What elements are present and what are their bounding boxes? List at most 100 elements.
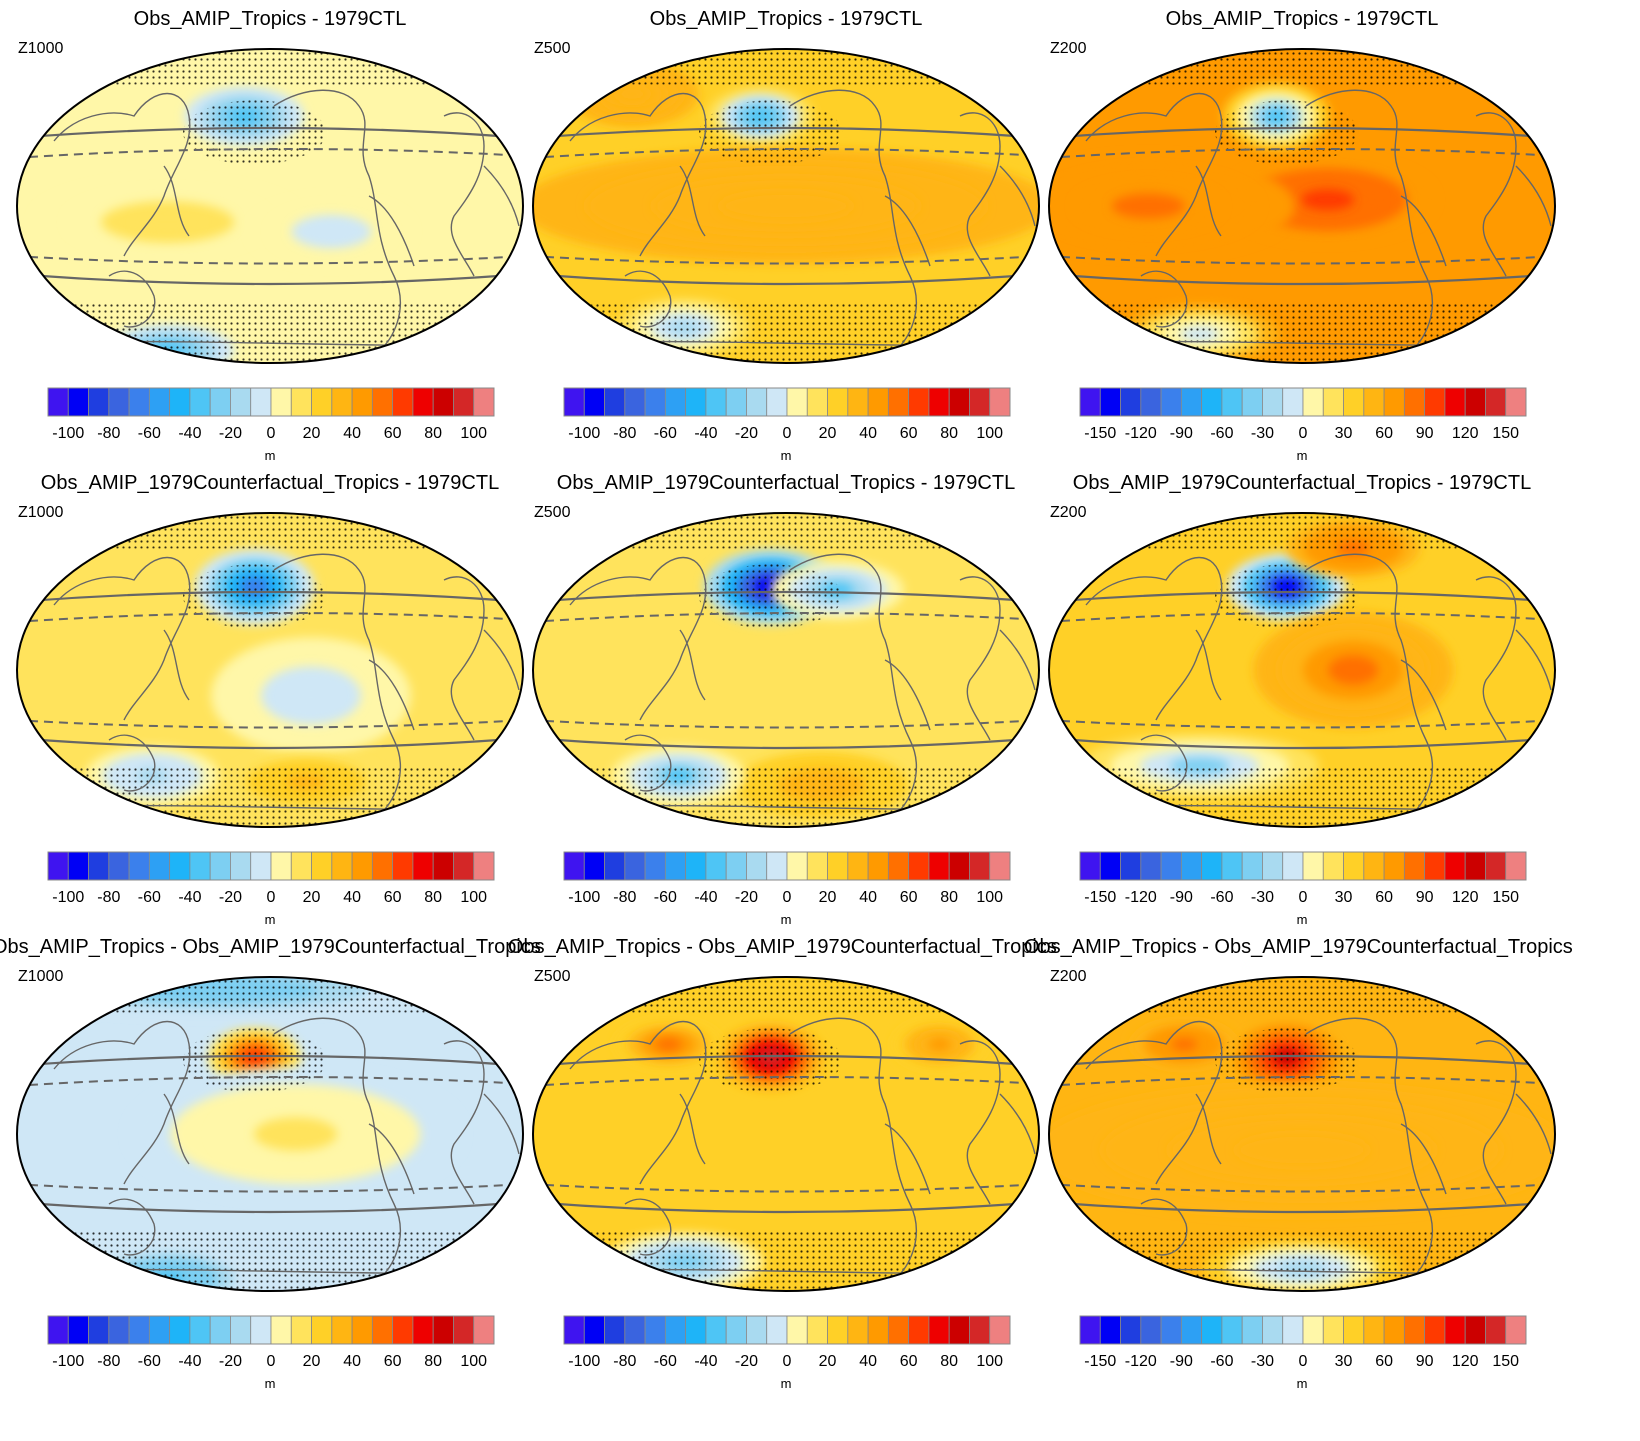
coastline [624,270,672,328]
colorbar-frame [47,1315,495,1345]
contour-map [532,512,1040,828]
colorbar-swatch [948,851,970,881]
panel-r3-c3: Obs_AMIP_Tropics - Obs_AMIP_1979Counterf… [1024,928,1573,1398]
colorbar-frame [1079,387,1527,417]
colorbar-tick-label: -40 [178,1353,201,1370]
map-border [532,512,1040,828]
colorbar-swatch [806,851,828,881]
significance-stipple [1049,49,1555,85]
colorbar: -100 -80 -60 -40 -20 0 20 40 60 80 100 [563,851,1011,906]
significance-stipple [1214,100,1359,165]
coastline [108,270,156,328]
contour-map [532,48,1040,364]
colorbar-swatch [209,851,231,881]
colorbar-tick-label: 80 [424,425,442,442]
coastline [483,629,520,691]
panel-variable-label: Z200 [1050,968,1087,985]
tropic-boundary-solid [1049,590,1555,604]
colorbar-swatch [1464,851,1486,881]
significance-stipple [17,302,523,363]
colorbar-tick-label: 60 [1375,1353,1393,1370]
tropic-boundary-dashed [533,255,1039,265]
panel-r2-c2: Obs_AMIP_1979Counterfactual_Tropics - 19… [516,464,1056,934]
coastline [368,1123,415,1195]
coastline [789,89,918,347]
coastline [1515,629,1552,691]
colorbar-swatch [88,387,110,417]
colorbar-swatch [1262,851,1284,881]
colorbar: -100 -80 -60 -40 -20 0 20 40 60 80 100 [563,387,1011,442]
panel-r2-c1: Obs_AMIP_1979Counterfactual_Tropics - 19… [0,464,540,934]
coastline [624,1198,672,1256]
colorbar-swatch [1383,387,1405,417]
colorbar-swatch [1180,1315,1203,1345]
coastline [443,576,485,741]
coastline [1140,270,1188,328]
colorbar-swatch [473,851,495,881]
colorbar-swatch [290,851,312,881]
colorbar-swatch [1485,1315,1507,1345]
colorbar-tick-label: -40 [694,889,717,906]
colorbar-swatch [108,1315,130,1345]
colorbar-swatch [563,387,585,417]
colorbar-swatch [128,851,150,881]
colorbar-swatch [664,1315,687,1345]
colorbar-swatch [705,1315,727,1345]
colorbar-swatch [1262,1315,1284,1345]
colorbar-tick-label: 100 [976,1353,1003,1370]
colorbar-swatch [1262,387,1284,417]
coastline [1085,556,1223,721]
coastline [273,89,402,347]
colorbar-swatch [230,1315,252,1345]
tropic-boundary-dashed [533,147,1039,159]
panel-title: Obs_AMIP_Tropics - 1979CTL [1165,8,1439,30]
colorbar-swatch [624,851,646,881]
colorbar-swatch [806,1315,828,1345]
colorbar-swatch [47,851,69,881]
panel-title: Obs_AMIP_1979Counterfactual_Tropics - 19… [1072,472,1532,494]
coastline [789,553,918,811]
colorbar-swatch [1343,851,1365,881]
coastline [1195,1093,1222,1165]
coastline [959,576,1001,741]
colorbar-swatch [908,387,930,417]
colorbar-swatch [169,851,191,881]
map-border [1048,976,1556,1292]
colorbar-swatch [1403,851,1426,881]
colorbar-swatch [1505,387,1527,417]
colorbar-swatch [725,387,747,417]
colorbar-swatch [887,387,910,417]
coastline [1400,1123,1447,1195]
colorbar-swatch [1444,851,1466,881]
significance-stipple [1049,977,1555,1013]
tropic-boundary-solid [1049,272,1555,286]
colorbar-swatch [189,1315,211,1345]
significance-stipple [1049,513,1555,549]
colorbar-swatch [1221,1315,1243,1345]
colorbar-swatch [412,387,434,417]
anomaly-contour [615,85,650,103]
colorbar-swatch [746,1315,768,1345]
colorbar-unit: m [780,448,792,463]
colorbar-swatch [432,1315,454,1345]
colorbar-swatch [928,1315,950,1345]
significance-stipple [533,977,1039,1013]
coastline [959,112,1001,277]
colorbar-swatch [867,851,889,881]
colorbar-tick-label: -60 [1210,1353,1233,1370]
colorbar-swatch [47,1315,69,1345]
coastline [884,1123,931,1195]
coastline [959,1040,1001,1205]
significance-stipple [17,977,523,1013]
colorbar-tick-label: 60 [384,425,402,442]
coastline [1475,112,1517,277]
colorbar-swatch [1099,1315,1121,1345]
anomaly-contour [719,191,853,221]
panel-title: Obs_AMIP_Tropics - 1979CTL [133,8,407,30]
colorbar-tick-label: 0 [1299,889,1308,906]
contour-map [16,512,524,828]
colorbar-unit: m [1296,1376,1308,1391]
tropic-boundary-solid [533,590,1039,604]
colorbar-swatch [108,851,130,881]
coastline [483,165,520,227]
